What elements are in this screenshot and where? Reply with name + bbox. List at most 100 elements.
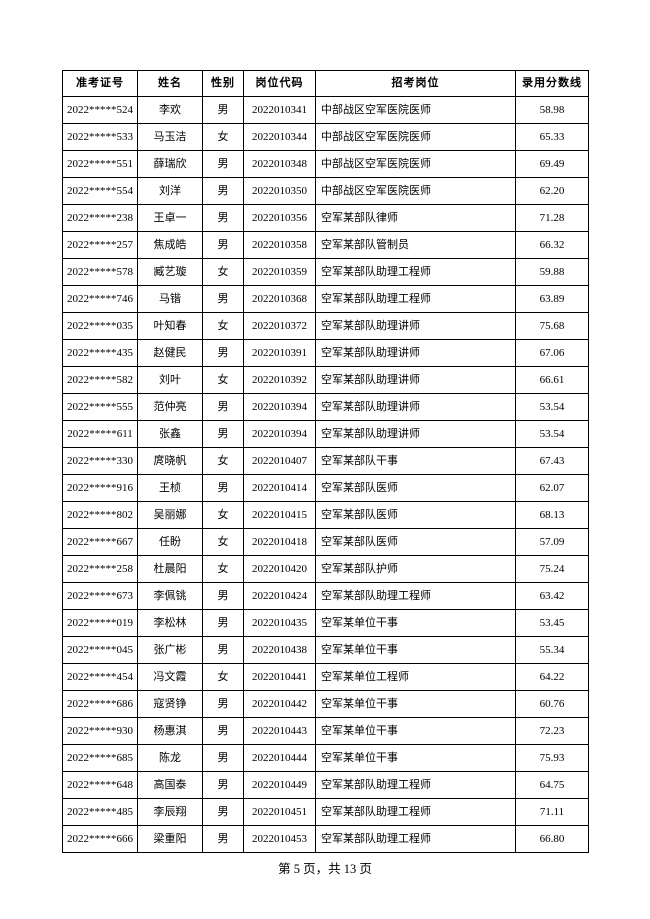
table-cell: 空军某部队助理讲师 [315,420,516,448]
table-cell: 男 [202,690,244,718]
table-row: 2022*****685 陈龙男 2022010444 空军某单位干事 75.93 [62,744,589,772]
table-cell: 2022*****533 [62,123,138,151]
table-row: 2022*****533 马玉洁女 2022010344 中部战区空军医院医师 65.3… [62,123,589,151]
table-cell: 57.09 [515,528,589,556]
table-cell: 2022010418 [243,528,316,556]
table-row: 2022*****802 吴丽娜女 2022010415 空军某部队医师 68.13 [62,501,589,529]
table-cell: 女 [202,501,244,529]
table-cell: 空军某部队医师 [315,501,516,529]
table-cell: 寇贤铮 [137,690,203,718]
table-cell: 2022010420 [243,555,316,583]
table-cell: 空军某部队助理工程师 [315,582,516,610]
table-header: 准考证号 姓名 性别 岗位代码 招考岗位 录用分数线 [62,70,589,97]
table-row: 2022*****524 李欢男 2022010341 中部战区空军医院医师 58.98 [62,96,589,124]
table-cell: 空军某单位干事 [315,744,516,772]
table-cell: 2022010350 [243,177,316,205]
table-row: 2022*****666 梁重阳男 2022010453 空军某部队助理工程师 66.8… [62,825,589,853]
table-row: 2022*****673 李佩铫男 2022010424 空军某部队助理工程师 63.4… [62,582,589,610]
table-cell: 2022010372 [243,312,316,340]
header-row: 准考证号 姓名 性别 岗位代码 招考岗位 录用分数线 [62,70,589,97]
table-row: 2022*****555 范仲亮男 2022010394 空军某部队助理讲师 53.54 [62,393,589,421]
table-cell: 空军某部队护师 [315,555,516,583]
table-cell: 2022*****666 [62,825,138,853]
table-cell: 男 [202,393,244,421]
table-cell: 男 [202,474,244,502]
table-cell: 张广彬 [137,636,203,664]
table-cell: 66.61 [515,366,589,394]
table-row: 2022*****045 张广彬男 2022010438 空军某单位干事 55.34 [62,636,589,664]
table-cell: 62.20 [515,177,589,205]
table-row: 2022*****667 任盼女 2022010418 空军某部队医师 57.09 [62,528,589,556]
table-cell: 梁重阳 [137,825,203,853]
table-cell: 53.45 [515,609,589,637]
table-cell: 2022010356 [243,204,316,232]
table-cell: 2022*****435 [62,339,138,367]
table-cell: 2022010444 [243,744,316,772]
table-cell: 空军某单位干事 [315,690,516,718]
table-cell: 空军某单位干事 [315,717,516,745]
table-cell: 2022010341 [243,96,316,124]
table-row: 2022*****258 杜晨阳女 2022010420 空军某部队护师 75.24 [62,555,589,583]
table-body: 2022*****524 李欢男 2022010341 中部战区空军医院医师 58.98… [62,96,589,853]
table-cell: 男 [202,825,244,853]
table-cell: 2022*****916 [62,474,138,502]
table-cell: 2022010441 [243,663,316,691]
table-cell: 2022*****485 [62,798,138,826]
table-cell: 2022010407 [243,447,316,475]
table-cell: 64.75 [515,771,589,799]
table-cell: 66.32 [515,231,589,259]
table-row: 2022*****551 薛瑞欣男 2022010348 中部战区空军医院医师 69.4… [62,150,589,178]
table-cell: 2022010449 [243,771,316,799]
table-cell: 53.54 [515,420,589,448]
table-cell: 2022010424 [243,582,316,610]
table-row: 2022*****019 李松林男 2022010435 空军某单位干事 53.45 [62,609,589,637]
table-cell: 2022*****258 [62,555,138,583]
table-cell: 吴丽娜 [137,501,203,529]
table-cell: 中部战区空军医院医师 [315,177,516,205]
table-cell: 2022010442 [243,690,316,718]
table-cell: 空军某部队助理工程师 [315,258,516,286]
table-cell: 王桢 [137,474,203,502]
table-cell: 叶知春 [137,312,203,340]
table-row: 2022*****454 冯文霞女 2022010441 空军某单位工程师 64.22 [62,663,589,691]
table-row: 2022*****746 马锴男 2022010368 空军某部队助理工程师 63.89 [62,285,589,313]
table-cell: 2022010435 [243,609,316,637]
table-cell: 马玉洁 [137,123,203,151]
table-cell: 2022*****582 [62,366,138,394]
table-cell: 女 [202,258,244,286]
table-cell: 2022*****686 [62,690,138,718]
column-header: 性别 [202,70,244,97]
page-number-footer: 第 5 页，共 13 页 [278,862,372,876]
table-cell: 薛瑞欣 [137,150,203,178]
table-cell: 2022010368 [243,285,316,313]
table-row: 2022*****435 赵健民男 2022010391 空军某部队助理讲师 67.06 [62,339,589,367]
column-header: 准考证号 [62,70,138,97]
table-cell: 72.23 [515,717,589,745]
column-header: 岗位代码 [243,70,316,97]
table-row: 2022*****582 刘叶女 2022010392 空军某部队助理讲师 66.61 [62,366,589,394]
table-cell: 李松林 [137,609,203,637]
table-cell: 女 [202,555,244,583]
column-header: 招考岗位 [315,70,516,97]
table-cell: 男 [202,150,244,178]
table-cell: 女 [202,312,244,340]
table-row: 2022*****648 高国泰男 2022010449 空军某部队助理工程师 64.7… [62,771,589,799]
table-cell: 2022*****673 [62,582,138,610]
table-cell: 75.24 [515,555,589,583]
table-cell: 中部战区空军医院医师 [315,96,516,124]
table-cell: 2022*****019 [62,609,138,637]
table-cell: 75.93 [515,744,589,772]
table-cell: 71.28 [515,204,589,232]
table-cell: 2022*****035 [62,312,138,340]
table-cell: 2022010344 [243,123,316,151]
table-cell: 空军某部队干事 [315,447,516,475]
table-cell: 2022010358 [243,231,316,259]
table-cell: 杜晨阳 [137,555,203,583]
table-cell: 空军某部队助理工程师 [315,798,516,826]
table-cell: 男 [202,339,244,367]
table-cell: 马锴 [137,285,203,313]
table-cell: 62.07 [515,474,589,502]
table-row: 2022*****554 刘洋男 2022010350 中部战区空军医院医师 62.20 [62,177,589,205]
table-row: 2022*****485 李辰翔男 2022010451 空军某部队助理工程师 71.1… [62,798,589,826]
